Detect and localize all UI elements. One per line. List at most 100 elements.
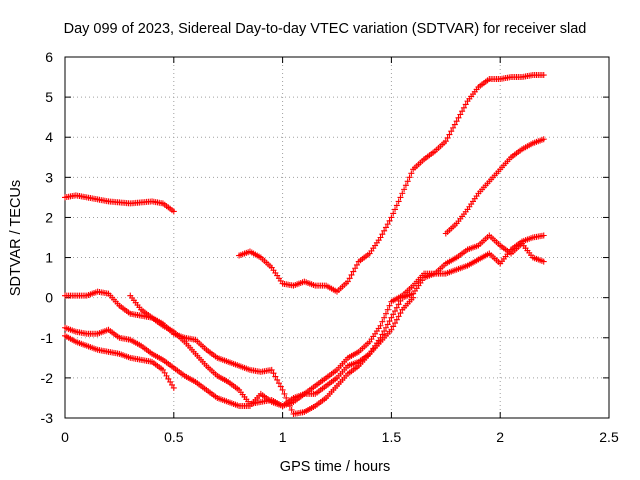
series-track-b [236,72,547,295]
y-tick-label: 5 [45,89,53,105]
data-point [388,326,395,333]
data-point [159,366,166,373]
x-tick-label: 1 [279,429,287,445]
data-point [402,182,409,189]
data-point [386,217,393,224]
data-point [444,134,451,141]
series-track-f [62,294,417,409]
data-point [446,131,453,138]
y-tick-label: -1 [41,330,54,346]
data-point [382,324,389,331]
chart-title: Day 099 of 2023, Sidereal Day-to-day VTE… [64,21,587,37]
data-point [388,314,395,321]
data-point [167,378,174,385]
x-tick-label: 0.5 [164,429,184,445]
data-point [393,202,400,209]
data-point [384,221,391,228]
data-point [384,306,391,313]
y-axis-label: SDTVAR / TECUs [8,180,24,296]
series-track-a [62,192,177,215]
data-point [168,381,175,388]
data-point [399,190,406,197]
data-point [455,114,462,121]
data-point [386,318,393,325]
data-point [346,275,353,282]
data-point [410,294,417,301]
data-point [382,224,389,231]
data-point [161,369,168,376]
data-point [288,406,295,413]
data-point [386,302,393,309]
plot-frame [64,56,610,419]
data-point [451,121,458,128]
data-point [453,118,460,125]
data-point [392,308,399,315]
data-point [281,390,288,397]
data-point [377,322,384,329]
data-point [348,271,355,278]
data-point [379,331,386,338]
data-point [408,170,415,177]
data-point [397,310,404,317]
data-point [462,101,469,108]
x-tick-label: 0 [61,429,69,445]
data-point [272,373,279,380]
data-point [283,394,290,401]
data-point [382,310,389,317]
y-tick-label: -3 [41,410,54,426]
data-point [350,268,357,275]
data-point [379,231,386,238]
data-point [352,265,359,272]
data-point [393,316,400,323]
data-point [170,384,177,391]
data-point [163,372,170,379]
data-point [540,72,547,79]
data-point [381,314,388,321]
data-point [377,234,384,241]
data-point [381,227,388,234]
data-point [406,174,413,181]
data-point [393,304,400,311]
data-point [270,370,277,377]
y-tick-label: -2 [41,370,54,386]
data-point [165,375,172,382]
y-tick-label: 0 [45,290,53,306]
series-track-g [62,332,177,391]
data-point [540,232,547,239]
data-point [274,376,281,383]
data-point [390,311,397,318]
data-point [275,380,282,387]
data-point [459,108,466,115]
data-point [540,136,547,143]
data-point [390,210,397,217]
data-point [450,124,457,131]
data-point [384,321,391,328]
data-point [170,208,177,215]
data-point [404,178,411,185]
data-point [277,383,284,390]
data-point [392,320,399,327]
x-tick-label: 2 [496,429,504,445]
data-point [353,261,360,268]
data-point [395,313,402,320]
data-point [388,214,395,221]
data-point [379,318,386,325]
data-point [540,258,547,265]
data-point [395,198,402,205]
y-tick-label: 2 [45,209,53,225]
y-tick-label: 3 [45,169,53,185]
x-tick-label: 2.5 [599,429,619,445]
x-axis-label: GPS time / hours [280,459,390,475]
data-point [392,206,399,213]
data-point [397,194,404,201]
axis-ticks: 0 0.5 1 1.5 2 2.5 -3 -2 -1 0 1 2 3 4 5 6 [41,49,619,445]
data-point [381,328,388,335]
y-tick-label: 6 [45,49,53,65]
data-point [442,138,449,145]
data-point [344,278,351,285]
data-point [390,323,397,330]
y-tick-label: 1 [45,250,53,266]
data-point [395,301,402,308]
series-track-d [62,232,547,417]
